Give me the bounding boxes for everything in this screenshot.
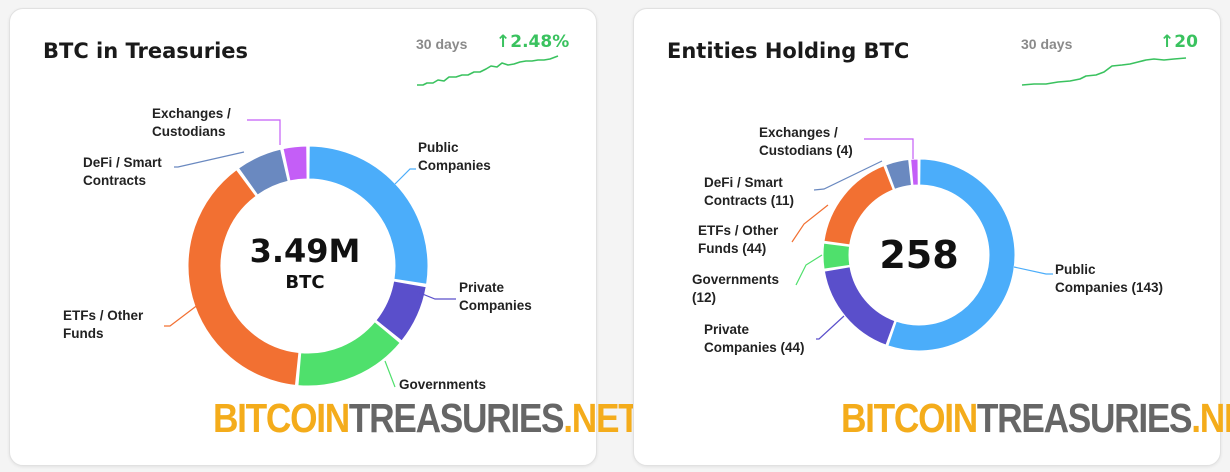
bitcointreasuries-logo: BITCOINTREASURIES.NET: [213, 395, 640, 442]
trend-sparkline: [1021, 57, 1187, 86]
label-line: Public: [1055, 262, 1096, 277]
label-line: (12): [692, 290, 717, 305]
logo-part: BITCOIN: [841, 395, 978, 441]
leader-line: [864, 138, 914, 159]
slice-etfs-other-funds: [823, 165, 894, 246]
label-etfs-other-funds: ETFs / Other Funds: [63, 307, 143, 343]
trend-period: 30 days: [416, 36, 468, 52]
slice-exchanges-custodians: [282, 145, 308, 182]
leader-line: [414, 290, 456, 300]
label-line: Contracts (11): [704, 193, 795, 208]
label-defi-smart-contracts: DeFi / Smart Contracts: [83, 154, 162, 190]
label-line: Contracts: [83, 173, 147, 188]
leader-line: [791, 204, 829, 243]
label-public-companies: Public Companies: [418, 139, 491, 175]
btc-in-treasuries-card: BTC in Treasuries 30 days ↑2.48% 3.49M B…: [9, 8, 640, 466]
leader-line: [795, 254, 823, 286]
slice-etfs-other-funds: [187, 169, 300, 386]
trend-change: ↑2.48%: [496, 32, 569, 52]
label-public-companies: Public Companies (143): [1055, 261, 1163, 297]
leader-line: [247, 119, 281, 145]
btc-in-treasuries-donut: [164, 55, 559, 388]
logo-part: TREASURIES: [976, 395, 1193, 441]
center-unit: BTC: [285, 272, 325, 293]
label-line: Funds: [63, 326, 104, 341]
leader-line: [816, 315, 845, 340]
label-line: Companies (143): [1055, 280, 1164, 295]
label-line: ETFs / Other: [63, 308, 144, 323]
center-value: 258: [879, 233, 959, 277]
label-line: DeFi / Smart: [83, 155, 162, 170]
slice-private-companies: [823, 266, 896, 346]
label-line: Custodians (4): [759, 143, 853, 158]
leader-line: [1013, 266, 1053, 275]
label-etfs-other-funds: ETFs / Other Funds (44): [698, 222, 778, 258]
label-line: Companies (44): [704, 340, 805, 355]
leader-line: [384, 360, 396, 388]
label-line: Exchanges /: [759, 125, 838, 140]
arrow-up-icon: ↑: [1160, 32, 1175, 52]
label-line: DeFi / Smart: [704, 175, 783, 190]
label-exchanges-custodians: Exchanges / Custodians: [152, 105, 231, 141]
slice-governments: [822, 242, 851, 270]
label-governments: Governments (12): [692, 271, 779, 307]
logo-part: .NET: [563, 395, 639, 441]
card-title: Entities Holding BTC: [667, 39, 910, 63]
label-line: Private: [459, 280, 505, 295]
slice-public-companies: [887, 158, 1016, 352]
slice-governments: [297, 321, 401, 387]
label-line: Companies: [418, 158, 491, 173]
trend-change-value: 2.48%: [510, 32, 570, 52]
center-value: 3.49M: [249, 232, 361, 270]
logo-part: BITCOIN: [213, 395, 350, 441]
label-line: Funds (44): [698, 241, 767, 256]
leader-line: [394, 168, 416, 185]
card-title: BTC in Treasuries: [43, 39, 249, 63]
label-line: Companies: [459, 298, 532, 313]
label-private-companies: Private Companies: [459, 279, 532, 315]
entities-holding-btc-card: Entities Holding BTC 30 days ↑20 258 Pub…: [633, 8, 1230, 466]
label-defi-smart-contracts: DeFi / Smart Contracts (11): [704, 174, 794, 210]
bitcointreasuries-logo: BITCOINTREASURIES.NET: [841, 395, 1230, 442]
trend-period: 30 days: [1021, 36, 1073, 52]
label-line: Custodians: [152, 124, 226, 139]
trend-change-value: 20: [1174, 32, 1198, 52]
label-line: Private: [704, 322, 750, 337]
label-governments: Governments: [399, 376, 486, 394]
logo-part: TREASURIES: [348, 395, 565, 441]
slice-public-companies: [308, 145, 429, 285]
label-private-companies: Private Companies (44): [704, 321, 805, 357]
leader-line: [164, 300, 204, 327]
label-line: Governments: [399, 377, 487, 392]
slice-exchanges-custodians: [910, 158, 919, 186]
leader-line: [813, 160, 883, 191]
trend-sparkline: [417, 55, 559, 86]
slice-private-companies: [375, 280, 427, 342]
trend-change: ↑20: [1160, 32, 1198, 52]
entities-holding-btc-donut: [791, 57, 1187, 352]
arrow-up-icon: ↑: [496, 32, 511, 52]
slice-defi-smart-contracts: [885, 159, 912, 190]
slice-defi-smart-contracts: [237, 148, 289, 196]
label-line: Exchanges /: [152, 106, 231, 121]
label-exchanges-custodians: Exchanges / Custodians (4): [759, 124, 853, 160]
logo-part: .NET: [1191, 395, 1230, 441]
label-line: Public: [418, 140, 459, 155]
label-line: Governments: [692, 272, 780, 287]
leader-line: [174, 151, 245, 168]
label-line: ETFs / Other: [698, 223, 779, 238]
